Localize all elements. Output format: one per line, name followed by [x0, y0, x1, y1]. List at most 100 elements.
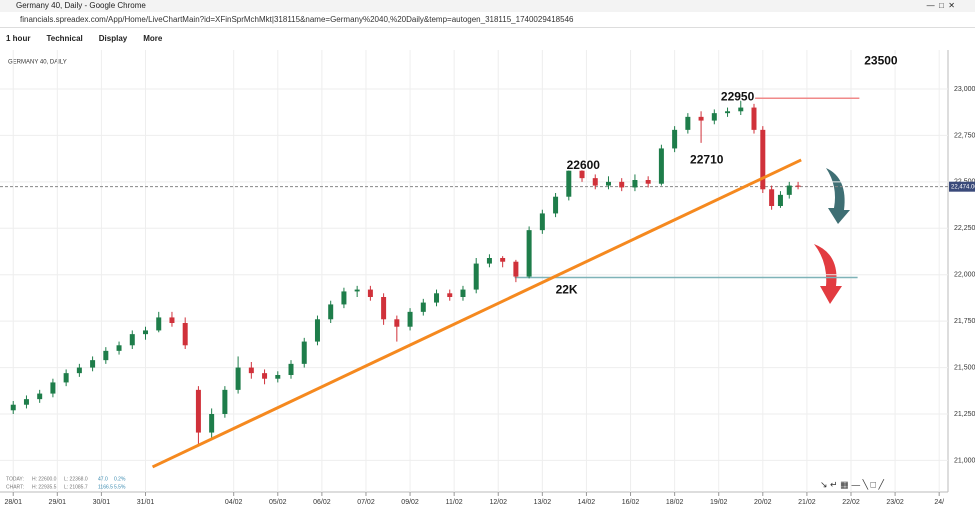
candle-body: [169, 317, 175, 323]
candle-body: [301, 341, 307, 364]
trend-line: [151, 158, 802, 469]
candle-body: [23, 399, 29, 405]
candle-body: [367, 289, 373, 297]
candle-body: [658, 148, 664, 184]
candle-body: [632, 180, 638, 188]
x-tick-label: 20/02: [754, 499, 772, 506]
last-price-label: 22,474.00: [951, 184, 975, 190]
candle-body: [90, 360, 96, 368]
url-bar[interactable]: financials.spreadex.com/App/Home/LiveCha…: [0, 12, 975, 28]
candle-body: [500, 258, 506, 262]
candle-body: [288, 363, 294, 375]
candle-body: [592, 178, 598, 186]
candle-body: [434, 293, 440, 303]
x-tick-label: 31/01: [137, 499, 155, 506]
title-bar: Germany 40, Daily - Google Chrome — □ ✕: [0, 0, 975, 12]
candle-body: [63, 373, 69, 383]
x-tick-label: 06/02: [313, 499, 331, 506]
candle-body: [513, 261, 519, 277]
candle-body: [619, 181, 625, 188]
candle-body: [473, 263, 479, 290]
annotation: 22K: [556, 283, 578, 297]
candle-body: [235, 367, 241, 390]
candle-body: [116, 345, 122, 351]
info-text: 5.5%: [114, 484, 126, 490]
x-tick-label: 16/02: [622, 499, 640, 506]
last-price-box: [949, 181, 975, 192]
info-text: 0.2%: [114, 476, 126, 482]
info-text: L: 22368.0: [64, 476, 88, 482]
candle-body: [407, 311, 413, 327]
candle-body: [645, 180, 651, 184]
annotation: 22950: [721, 90, 755, 104]
candle-body: [777, 194, 783, 206]
candle-body: [341, 291, 347, 305]
x-tick-label: 11/02: [446, 499, 463, 506]
annotation: 22600: [567, 158, 601, 172]
candle-body: [460, 289, 466, 297]
candle-body: [539, 213, 545, 231]
candle-body: [182, 323, 188, 346]
info-text: 1166.5: [98, 484, 113, 490]
chart: GERMANY 40, DAILY ↘ ↵ ▦ — ╲ □ ╱ 21,000 21…: [0, 50, 975, 506]
candle-body: [381, 297, 387, 320]
candle-body: [672, 129, 678, 149]
candle-body: [685, 116, 691, 130]
x-tick-label: 05/02: [269, 499, 287, 506]
candle-body: [760, 129, 766, 190]
x-tick-label: 09/02: [401, 499, 419, 506]
annotation: 22710: [690, 153, 724, 167]
candle-body: [711, 113, 717, 121]
toolbar-menu[interactable]: 1 hour: [6, 34, 31, 43]
toolbar-menu[interactable]: Display: [98, 34, 128, 43]
candle-body: [314, 319, 320, 342]
window-controls[interactable]: — □ ✕: [926, 1, 955, 10]
info-text: H: 22935.5: [32, 484, 57, 490]
toolbar-menu[interactable]: More: [143, 34, 163, 43]
candle-body: [566, 170, 572, 197]
candle-body: [795, 185, 801, 187]
candle-body: [328, 304, 334, 320]
y-tick-label: 21,750: [954, 318, 975, 325]
candle-body: [751, 107, 757, 130]
x-tick-label: 23/02: [886, 499, 904, 506]
info-text: L: 21085.7: [64, 484, 88, 490]
y-tick-label: 23,000: [954, 86, 975, 93]
x-tick-label: 22/02: [842, 499, 860, 506]
candle-body: [275, 375, 281, 379]
candle-body: [447, 293, 453, 297]
y-tick-label: 21,000: [954, 457, 975, 464]
candle-body: [103, 350, 109, 361]
y-tick-label: 22,750: [954, 132, 975, 139]
y-tick-label: 22,000: [954, 272, 975, 279]
arrow-up: [826, 168, 850, 224]
candle-body: [143, 330, 149, 335]
candle-body: [262, 373, 268, 379]
drawing-tools[interactable]: ↘ ↵ ▦ — ╲ □ ╱: [820, 478, 884, 490]
candle-body: [394, 319, 400, 327]
x-tick-label: 14/02: [578, 499, 596, 506]
toolbar-menu[interactable]: Technical: [46, 34, 83, 43]
candle-body: [354, 289, 360, 292]
candle-body: [786, 185, 792, 195]
x-tick-label: 21/02: [798, 499, 816, 506]
x-tick-label: 13/02: [534, 499, 552, 506]
x-tick-label: 18/02: [666, 499, 684, 506]
x-tick-label: 07/02: [357, 499, 375, 506]
x-tick-label: 29/01: [49, 499, 67, 506]
x-tick-label: 19/02: [710, 499, 728, 506]
candle-body: [725, 111, 731, 114]
candle-body: [195, 389, 201, 433]
candle-body: [209, 414, 215, 433]
y-tick-label: 21,500: [954, 364, 975, 371]
candle-body: [526, 230, 532, 277]
candle-body: [420, 302, 426, 312]
x-tick-label: 28/01: [4, 499, 22, 506]
candle-body: [553, 196, 559, 214]
arrow-down: [814, 244, 842, 304]
candle-body: [738, 107, 744, 112]
info-text: 47.0: [98, 476, 108, 482]
x-tick-label: 24/: [934, 499, 944, 506]
candle-body: [698, 116, 704, 121]
toolbar: 1 hour Technical Display More: [0, 30, 975, 48]
